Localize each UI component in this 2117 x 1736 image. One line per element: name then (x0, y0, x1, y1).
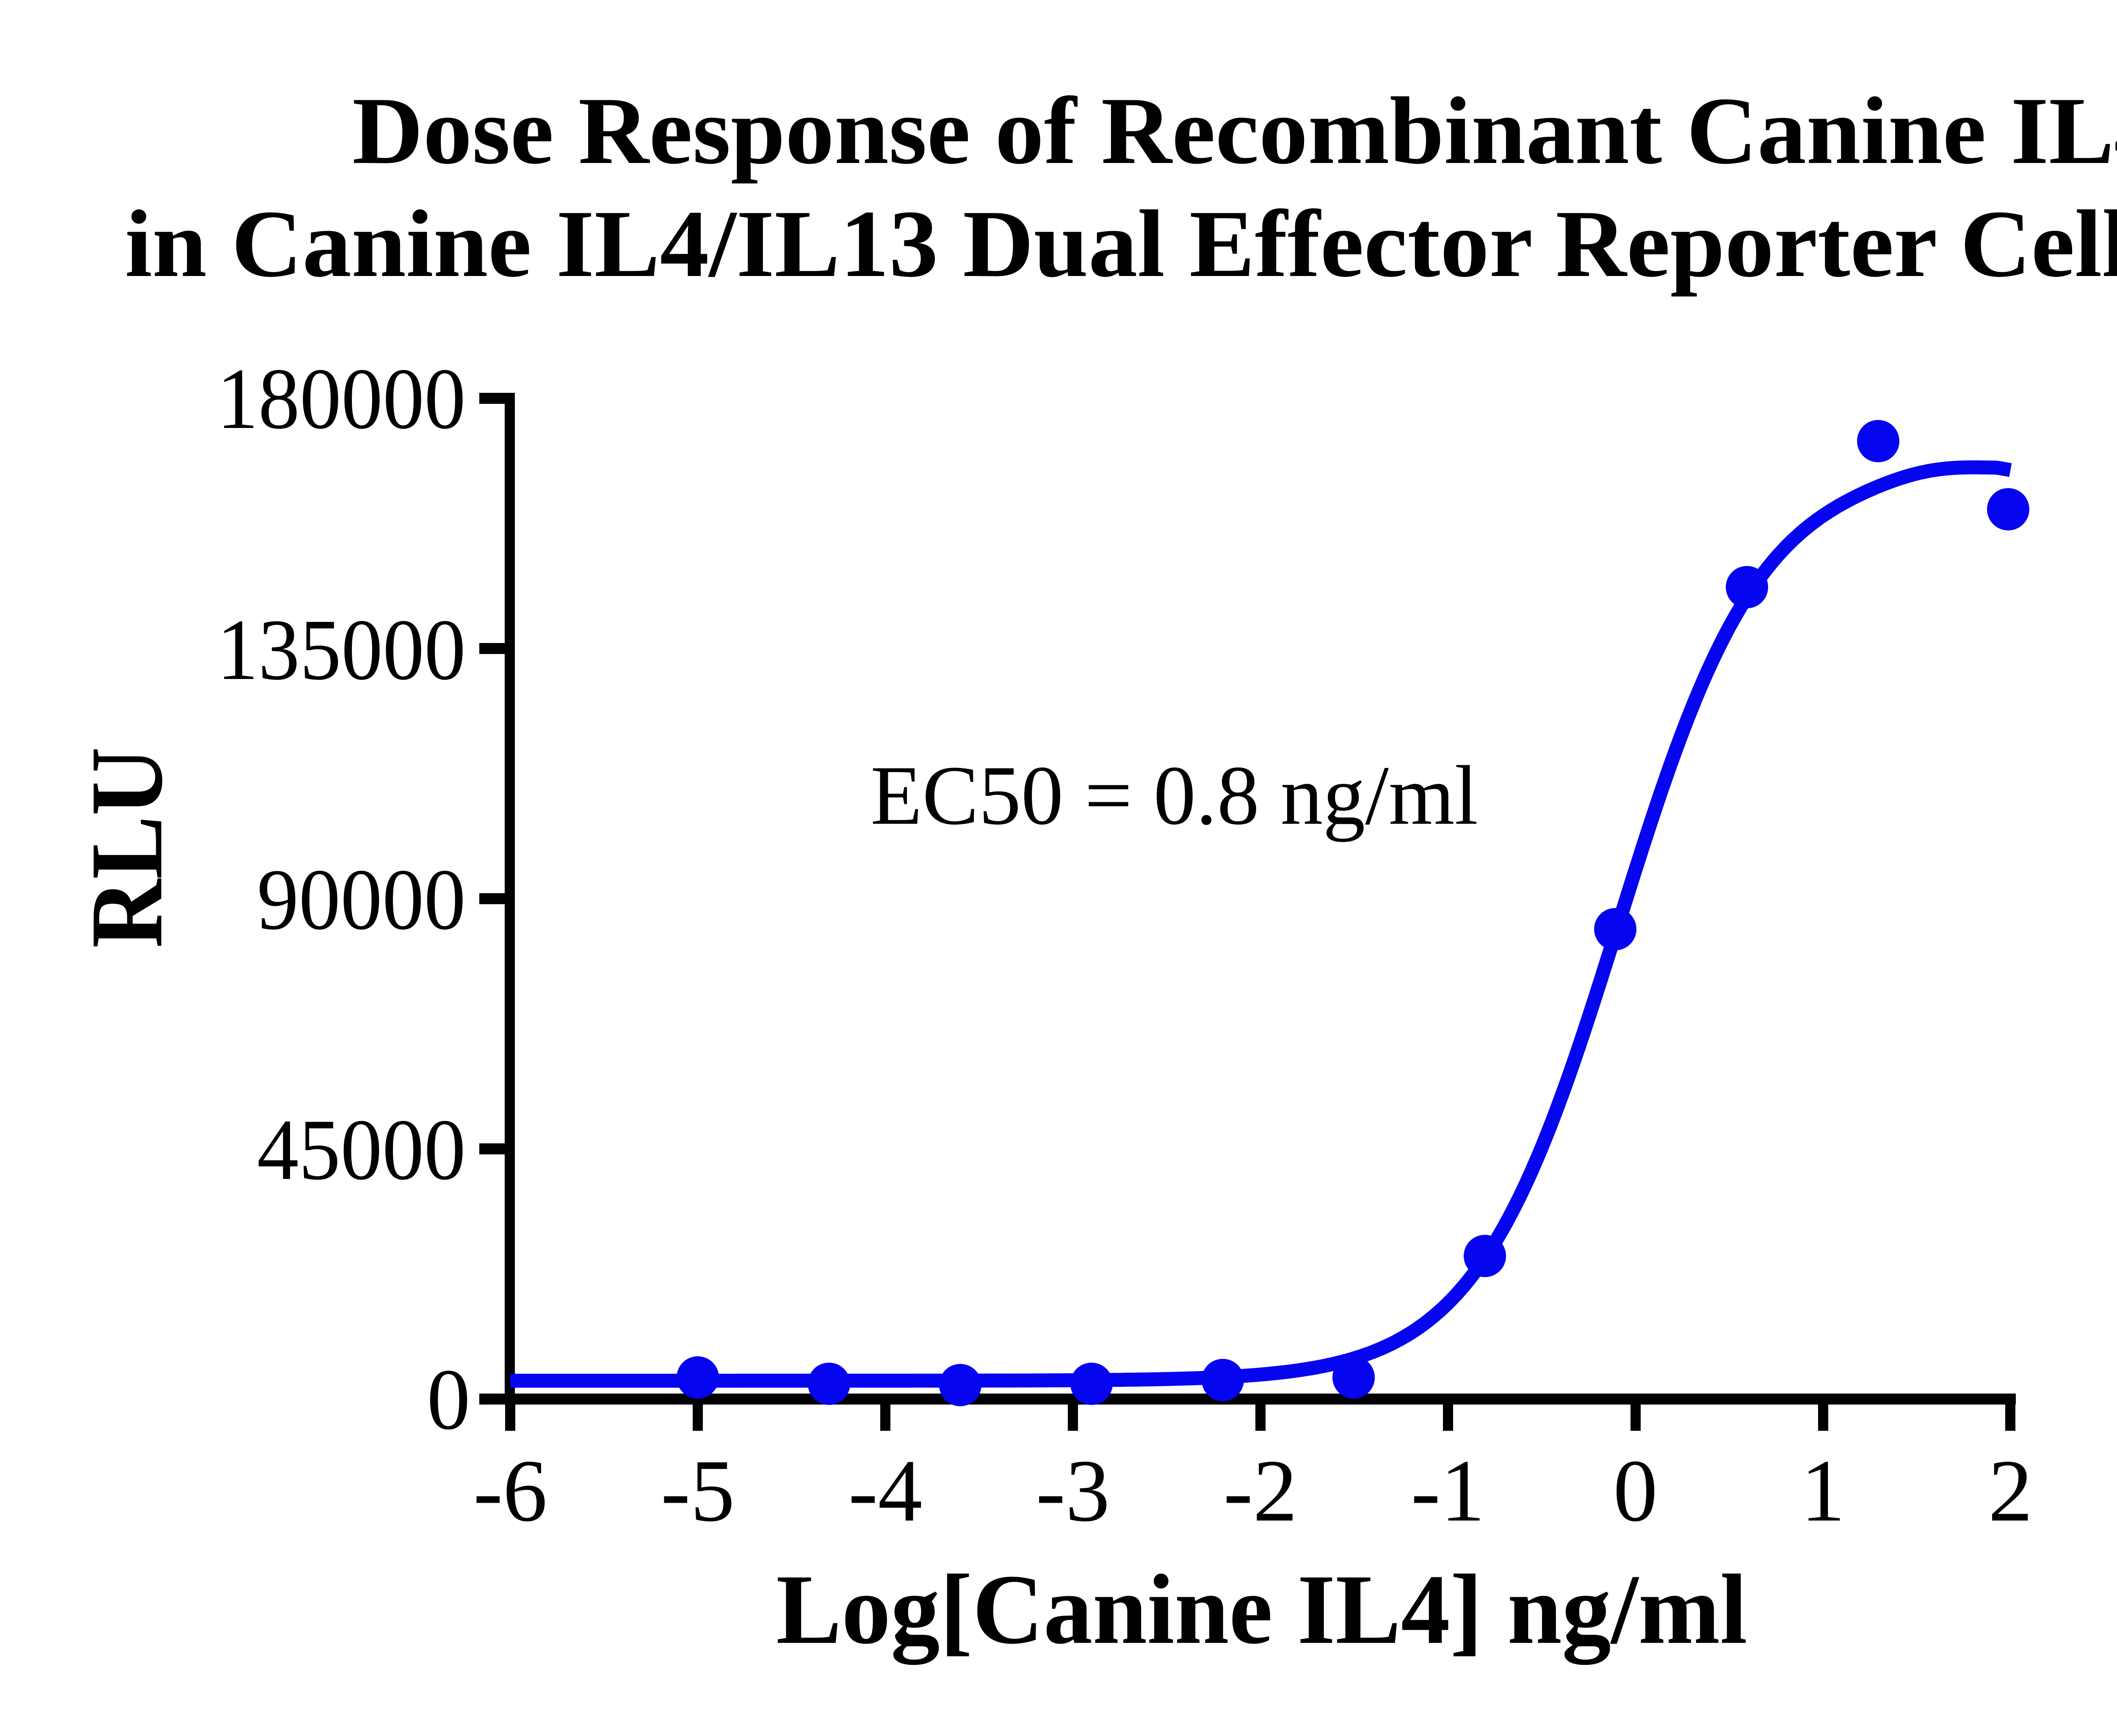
svg-text:45000: 45000 (257, 1101, 466, 1198)
svg-text:-1: -1 (1411, 1442, 1485, 1540)
svg-text:Log[Canine IL4] ng/ml: Log[Canine IL4] ng/ml (776, 1554, 1747, 1665)
svg-text:-2: -2 (1223, 1442, 1297, 1540)
svg-text:2: 2 (1988, 1442, 2033, 1540)
svg-text:EC50 = 0.8 ng/ml: EC50 = 0.8 ng/ml (871, 749, 1478, 842)
svg-text:in Canine IL4/IL13 Dual Effect: in Canine IL4/IL13 Dual Effector Reporte… (125, 191, 2117, 297)
svg-text:1: 1 (1801, 1442, 1845, 1540)
svg-text:-3: -3 (1036, 1442, 1110, 1540)
svg-text:180000: 180000 (217, 350, 466, 447)
svg-text:-6: -6 (473, 1442, 547, 1540)
svg-text:0: 0 (1613, 1442, 1658, 1540)
svg-text:RLU: RLU (69, 747, 184, 948)
svg-text:-5: -5 (661, 1442, 735, 1540)
svg-text:-4: -4 (848, 1442, 923, 1540)
svg-text:0: 0 (427, 1351, 470, 1448)
svg-text:90000: 90000 (257, 851, 466, 948)
svg-text:135000: 135000 (217, 601, 466, 698)
svg-text:Dose Response of Recombinant C: Dose Response of Recombinant Canine IL4 (352, 78, 2117, 184)
